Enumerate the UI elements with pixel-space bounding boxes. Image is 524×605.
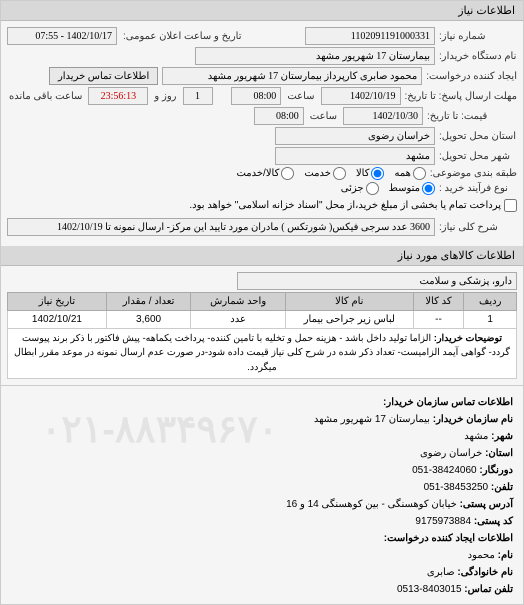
panel-title: اطلاعات نیاز bbox=[1, 1, 523, 21]
time-label-2: ساعت bbox=[308, 111, 339, 122]
announce-field bbox=[7, 27, 117, 45]
time-left-field bbox=[88, 87, 148, 105]
days-left-label: روز و bbox=[152, 91, 178, 102]
table-row: 1 -- لباس زیر جراحی بیمار عدد 3,600 1402… bbox=[8, 311, 517, 329]
col-unit: واحد شمارش bbox=[191, 293, 286, 311]
c-tel-v: 38453250-051 bbox=[424, 482, 489, 493]
org-field bbox=[195, 47, 435, 65]
notes-row: توضیحات خریدار: الزاما تولید داخل باشد -… bbox=[8, 329, 517, 379]
group-radio-group: همه کالا خدمت کالا/خدمت bbox=[236, 167, 425, 180]
opt-small[interactable]: جزئی bbox=[341, 182, 379, 195]
goods-table: ردیف کد کالا نام کالا واحد شمارش تعداد /… bbox=[7, 292, 517, 379]
time-label-1: ساعت bbox=[285, 91, 316, 102]
creator-info-header: اطلاعات ایجاد کننده درخواست: bbox=[384, 533, 513, 544]
c-fax-v: 38424060-051 bbox=[412, 465, 477, 476]
c-zip-l: کد پستی: bbox=[474, 516, 513, 527]
treasury-checkbox[interactable]: پرداخت تمام یا بخشی از مبلغ خرید،از محل … bbox=[189, 199, 517, 212]
table-header-row: ردیف کد کالا نام کالا واحد شمارش تعداد /… bbox=[8, 293, 517, 311]
cell-code: -- bbox=[413, 311, 464, 329]
col-row: ردیف bbox=[464, 293, 517, 311]
opt-all[interactable]: همه bbox=[394, 167, 425, 180]
city-label: شهر محل تحویل: bbox=[439, 151, 517, 162]
col-name: نام کالا bbox=[286, 293, 414, 311]
cell-name: لباس زیر جراحی بیمار bbox=[286, 311, 414, 329]
c-fax-l: دورنگار: bbox=[479, 465, 513, 476]
process-label: نوع فرآیند خرید : bbox=[439, 183, 517, 194]
days-left-field bbox=[183, 87, 213, 105]
cell-date: 1402/10/21 bbox=[8, 311, 107, 329]
c-name-v: محمود bbox=[468, 550, 495, 561]
goods-header: اطلاعات کالاهای مورد نیاز bbox=[1, 246, 523, 266]
deadline-label: مهلت ارسال پاسخ: تا تاریخ: bbox=[405, 91, 517, 102]
form-area: شماره نیاز: تاریخ و ساعت اعلان عمومی: نا… bbox=[1, 21, 523, 242]
cell-unit: عدد bbox=[191, 311, 286, 329]
category-field bbox=[237, 272, 517, 290]
price-until-label: قیمت: تا تاریخ: bbox=[427, 111, 517, 122]
province-label: استان محل تحویل: bbox=[439, 131, 517, 142]
announce-label: تاریخ و ساعت اعلان عمومی: bbox=[121, 31, 244, 42]
desc-label: شرح کلی نیاز: bbox=[439, 222, 517, 233]
process-radio-group: متوسط جزئی bbox=[341, 182, 435, 195]
c-zip-v: 9175973884 bbox=[415, 516, 471, 527]
c-prov-v: خراسان رضوی bbox=[420, 448, 482, 459]
notes-label: توضیحات خریدار: bbox=[434, 333, 502, 344]
price-date-field bbox=[343, 107, 423, 125]
c-family-l: نام خانوادگی: bbox=[457, 567, 513, 578]
c-org-l: نام سازمان خریدار: bbox=[433, 414, 513, 425]
desc-field bbox=[7, 218, 435, 236]
contact-header: اطلاعات تماس سازمان خریدار: bbox=[383, 397, 513, 408]
c-ctel-l: تلفن تماس: bbox=[464, 584, 513, 595]
c-ctel-v: 8403015-0513 bbox=[397, 584, 462, 595]
c-family-v: صابری bbox=[427, 567, 455, 578]
province-field bbox=[275, 127, 435, 145]
opt-service[interactable]: خدمت bbox=[304, 167, 346, 180]
deadline-time-field bbox=[231, 87, 281, 105]
contact-block: ۰۲۱-۸۸۳۴۹۶۷۰ اطلاعات تماس سازمان خریدار:… bbox=[1, 388, 523, 604]
c-city-v: مشهد bbox=[464, 431, 488, 442]
c-addr-v: خیابان کوهسنگی - بین کوهسنگی 14 و 16 bbox=[286, 499, 457, 510]
contact-buyer-button[interactable]: اطلاعات تماس خریدار bbox=[49, 67, 158, 85]
c-addr-l: آدرس پستی: bbox=[460, 499, 513, 510]
need-no-label: شماره نیاز: bbox=[439, 31, 517, 42]
opt-mid[interactable]: متوسط bbox=[389, 182, 435, 195]
city-field bbox=[275, 147, 435, 165]
time-left-label: ساعت باقی مانده bbox=[7, 91, 84, 102]
deadline-date-field bbox=[321, 87, 401, 105]
treasury-note: پرداخت تمام یا بخشی از مبلغ خرید،از محل … bbox=[189, 200, 501, 211]
col-code: کد کالا bbox=[413, 293, 464, 311]
c-prov-l: استان: bbox=[485, 448, 513, 459]
c-tel-l: تلفن: bbox=[491, 482, 513, 493]
c-city-l: شهر: bbox=[491, 431, 513, 442]
col-qty: تعداد / مقدار bbox=[106, 293, 190, 311]
cell-row: 1 bbox=[464, 311, 517, 329]
creator-field bbox=[162, 67, 422, 85]
need-info-panel: اطلاعات نیاز شماره نیاز: تاریخ و ساعت اع… bbox=[0, 0, 524, 605]
creator-label: ایجاد کننده درخواست: bbox=[426, 71, 517, 82]
c-org-v: بیمارستان 17 شهریور مشهد bbox=[314, 414, 430, 425]
price-time-field bbox=[254, 107, 304, 125]
c-name-l: نام: bbox=[498, 550, 513, 561]
group-label: طبقه بندی موضوعی: bbox=[430, 168, 517, 179]
org-label: نام دستگاه خریدار: bbox=[439, 51, 517, 62]
opt-both[interactable]: کالا/خدمت bbox=[236, 167, 294, 180]
col-date: تاریخ نیاز bbox=[8, 293, 107, 311]
need-no-field bbox=[305, 27, 435, 45]
opt-goods[interactable]: کالا bbox=[356, 167, 385, 180]
cell-qty: 3,600 bbox=[106, 311, 190, 329]
